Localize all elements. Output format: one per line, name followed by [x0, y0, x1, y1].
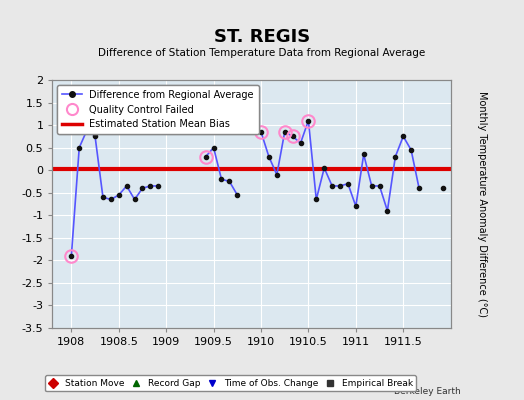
- Y-axis label: Monthly Temperature Anomaly Difference (°C): Monthly Temperature Anomaly Difference (…: [477, 91, 487, 317]
- Text: Berkeley Earth: Berkeley Earth: [395, 387, 461, 396]
- Legend: Station Move, Record Gap, Time of Obs. Change, Empirical Break: Station Move, Record Gap, Time of Obs. C…: [45, 375, 416, 392]
- Legend: Difference from Regional Average, Quality Control Failed, Estimated Station Mean: Difference from Regional Average, Qualit…: [57, 85, 259, 134]
- Text: ST. REGIS: ST. REGIS: [214, 28, 310, 46]
- Text: Difference of Station Temperature Data from Regional Average: Difference of Station Temperature Data f…: [99, 48, 425, 58]
